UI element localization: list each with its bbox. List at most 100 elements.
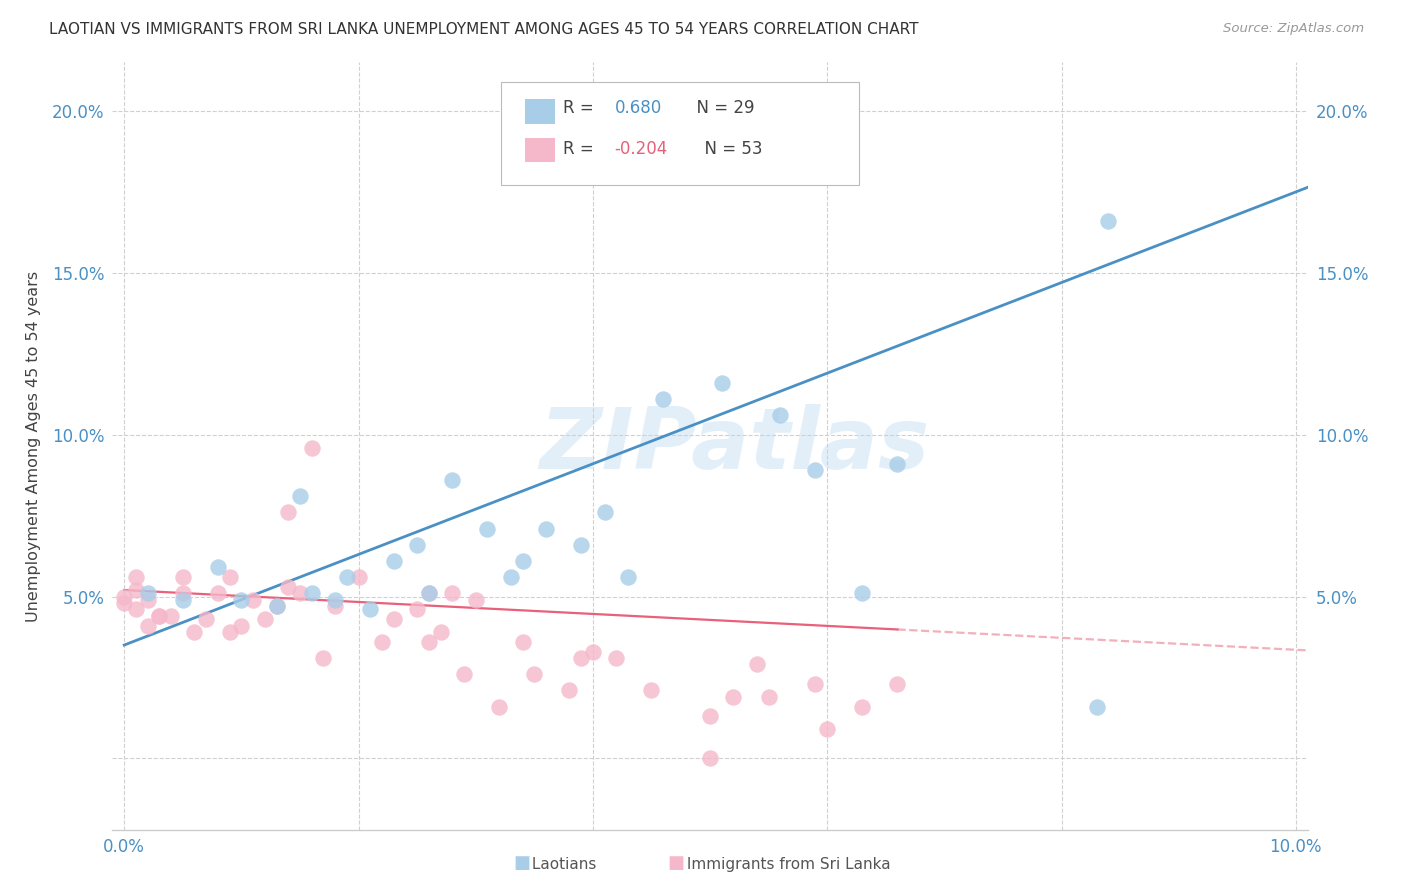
Point xyxy=(136,592,159,607)
Point xyxy=(288,586,311,600)
Point xyxy=(605,651,627,665)
Point xyxy=(136,586,159,600)
Point xyxy=(723,690,745,704)
Point xyxy=(312,651,335,665)
Y-axis label: Unemployment Among Ages 45 to 54 years: Unemployment Among Ages 45 to 54 years xyxy=(25,270,41,622)
Point xyxy=(710,376,733,390)
Point xyxy=(758,690,780,704)
Text: R =: R = xyxy=(562,140,599,158)
Point xyxy=(851,699,873,714)
Point xyxy=(301,586,323,600)
Point xyxy=(534,522,557,536)
Point xyxy=(699,709,721,723)
Point xyxy=(569,651,592,665)
Point xyxy=(1085,699,1108,714)
Point xyxy=(406,538,429,552)
Point xyxy=(218,570,240,584)
Text: Immigrants from Sri Lanka: Immigrants from Sri Lanka xyxy=(682,857,890,872)
Point xyxy=(804,463,827,477)
Point xyxy=(301,441,323,455)
Point xyxy=(136,618,159,632)
Point xyxy=(745,657,768,672)
Text: LAOTIAN VS IMMIGRANTS FROM SRI LANKA UNEMPLOYMENT AMONG AGES 45 TO 54 YEARS CORR: LAOTIAN VS IMMIGRANTS FROM SRI LANKA UNE… xyxy=(49,22,918,37)
Point xyxy=(207,586,229,600)
Point xyxy=(464,592,486,607)
Point xyxy=(382,612,405,626)
Point xyxy=(160,609,183,624)
Point xyxy=(172,586,194,600)
Point xyxy=(429,625,451,640)
Point xyxy=(336,570,359,584)
Point xyxy=(323,592,346,607)
Point xyxy=(617,570,640,584)
Point xyxy=(172,570,194,584)
Point xyxy=(512,554,534,568)
Text: Source: ZipAtlas.com: Source: ZipAtlas.com xyxy=(1223,22,1364,36)
Point xyxy=(371,635,394,649)
FancyBboxPatch shape xyxy=(501,81,859,186)
Point xyxy=(253,612,276,626)
Text: ■: ■ xyxy=(668,855,685,872)
Point xyxy=(148,609,170,624)
Point xyxy=(125,570,148,584)
Point xyxy=(183,625,205,640)
Point xyxy=(1097,214,1119,228)
Point xyxy=(499,570,522,584)
Point xyxy=(231,592,253,607)
Point xyxy=(477,522,499,536)
Point xyxy=(125,602,148,616)
Point xyxy=(640,683,662,698)
Point xyxy=(242,592,264,607)
Text: ZIPatlas: ZIPatlas xyxy=(538,404,929,488)
Point xyxy=(112,596,135,610)
Point xyxy=(406,602,429,616)
Bar xyxy=(524,99,554,124)
Point xyxy=(418,586,440,600)
Point xyxy=(769,409,792,423)
Point xyxy=(382,554,405,568)
Bar xyxy=(524,137,554,162)
Point xyxy=(277,580,299,594)
Point xyxy=(652,392,675,406)
Point xyxy=(359,602,381,616)
Point xyxy=(277,505,299,519)
Text: Laotians: Laotians xyxy=(527,857,596,872)
Text: ■: ■ xyxy=(513,855,530,872)
Point xyxy=(453,667,475,681)
Point xyxy=(218,625,240,640)
Point xyxy=(593,505,616,519)
Text: R =: R = xyxy=(562,100,599,118)
Point xyxy=(418,586,440,600)
Point xyxy=(441,586,464,600)
Point xyxy=(512,635,534,649)
Point xyxy=(441,473,464,487)
Point xyxy=(569,538,592,552)
Point xyxy=(558,683,581,698)
Text: -0.204: -0.204 xyxy=(614,140,668,158)
Point xyxy=(851,586,873,600)
Point xyxy=(523,667,546,681)
Point xyxy=(148,609,170,624)
Point xyxy=(172,592,194,607)
Point xyxy=(488,699,510,714)
Point xyxy=(125,582,148,597)
Point xyxy=(231,618,253,632)
Point xyxy=(886,457,908,471)
Point xyxy=(699,751,721,765)
Point xyxy=(266,599,288,614)
Point xyxy=(815,723,838,737)
Point xyxy=(582,644,605,658)
Text: 0.680: 0.680 xyxy=(614,100,662,118)
Point xyxy=(804,677,827,691)
Point xyxy=(886,677,908,691)
Text: N = 53: N = 53 xyxy=(695,140,763,158)
Point xyxy=(418,635,440,649)
Point xyxy=(207,560,229,574)
Point xyxy=(112,590,135,604)
Point xyxy=(195,612,218,626)
Point xyxy=(288,489,311,503)
Point xyxy=(347,570,370,584)
Point xyxy=(266,599,288,614)
Point xyxy=(323,599,346,614)
Text: N = 29: N = 29 xyxy=(686,100,755,118)
